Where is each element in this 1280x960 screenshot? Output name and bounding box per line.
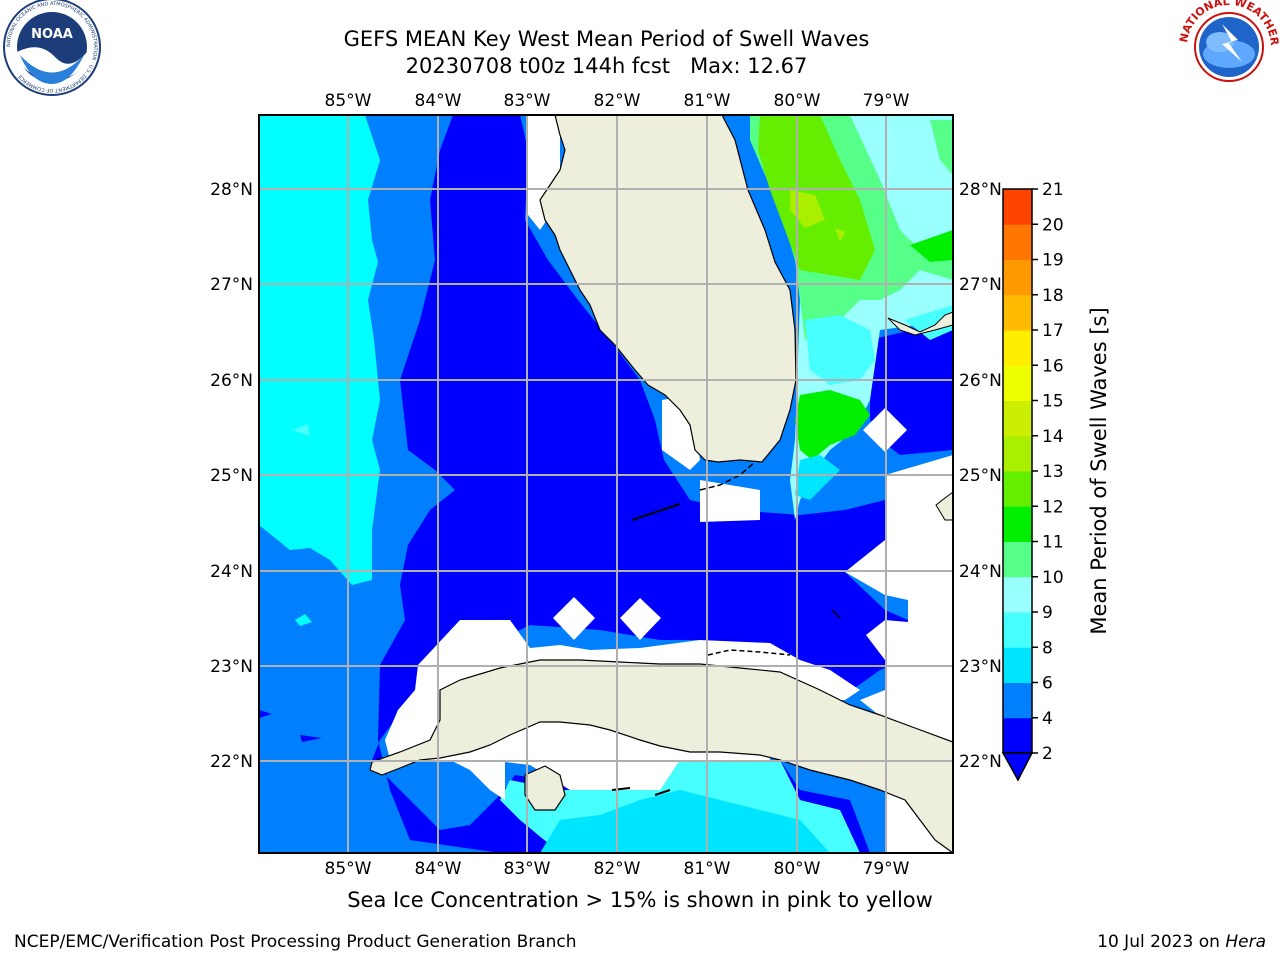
cuba-land xyxy=(369,659,953,853)
colorbar-tick-label: 20 xyxy=(1042,215,1064,235)
colorbar-cell xyxy=(1003,471,1032,507)
nws-logo: NATIONAL WEATHER SERVICE xyxy=(0,0,1280,95)
lat-label: 28°N xyxy=(959,180,1002,200)
sea-ice-note: Sea Ice Concentration > 15% is shown in … xyxy=(347,888,933,912)
lon-label: 80°W xyxy=(774,91,821,111)
lon-label: 82°W xyxy=(594,91,641,111)
lon-label: 83°W xyxy=(504,859,551,879)
title-line-1: GEFS MEAN Key West Mean Period of Swell … xyxy=(343,27,870,51)
colorbar-label: Mean Period of Swell Waves [s] xyxy=(1087,307,1111,634)
lon-label: 79°W xyxy=(863,91,910,111)
colorbar-extend-arrow xyxy=(1001,752,1034,782)
noaa-logo-text: NOAA xyxy=(31,27,73,42)
lon-label: 85°W xyxy=(325,859,372,879)
colorbar-tick-label: 21 xyxy=(1042,180,1064,200)
map-frame xyxy=(258,114,954,854)
colorbar-cell xyxy=(1003,541,1032,578)
colorbar-tick-label: 11 xyxy=(1042,533,1064,553)
lat-labels-left: 28°N 27°N 26°N 25°N 24°N 23°N 22°N xyxy=(210,180,253,772)
colorbar-cell xyxy=(1003,400,1032,437)
colorbar-tick-label: 19 xyxy=(1042,251,1064,271)
colorbar-tick-label: 12 xyxy=(1042,497,1064,517)
graticule xyxy=(259,115,953,853)
nws-ring-text: NATIONAL WEATHER SERVICE xyxy=(0,0,1280,47)
noaa-logo: NOAA NATIONAL OCEANIC AND ATMOSPHERIC AD… xyxy=(3,0,101,96)
lon-labels-bottom: 85°W 84°W 83°W 82°W 81°W 80°W 79°W xyxy=(325,859,910,879)
land xyxy=(369,115,953,853)
lon-label: 83°W xyxy=(504,91,551,111)
contour-0-2s-central xyxy=(372,115,908,853)
contour-10-12s-north xyxy=(758,115,875,280)
colorbar-tick-label: 15 xyxy=(1042,392,1064,412)
colorbar-tick-label: 9 xyxy=(1042,603,1053,623)
colorbar-tick-label: 13 xyxy=(1042,462,1064,482)
colorbar-cell xyxy=(1003,506,1032,542)
lat-label: 24°N xyxy=(210,562,253,582)
colorbar-tick-label: 14 xyxy=(1042,427,1064,447)
lat-label: 24°N xyxy=(959,562,1002,582)
colorbar-cell xyxy=(1003,189,1032,225)
footer-host: Hera xyxy=(1225,932,1266,952)
lat-label: 26°N xyxy=(210,371,253,391)
lat-label: 23°N xyxy=(210,657,253,677)
contour-4-6s-west xyxy=(259,115,380,585)
colorbar: 2 4 6 8 9 10 11 12 13 14 15 16 17 18 19 20 21 Mean Perio… xyxy=(1001,180,1111,782)
lon-label: 81°W xyxy=(684,91,731,111)
lon-label: 85°W xyxy=(325,91,372,111)
colorbar-tick-label: 17 xyxy=(1042,321,1064,341)
colorbar-cell xyxy=(1003,330,1032,366)
lat-label: 22°N xyxy=(959,752,1002,772)
florida-land xyxy=(539,115,797,463)
colorbar-tick-label: 2 xyxy=(1042,744,1053,764)
lat-label: 25°N xyxy=(959,466,1002,486)
lon-label: 80°W xyxy=(774,859,821,879)
lon-labels-top: 85°W 84°W 83°W 82°W 81°W 80°W 79°W xyxy=(325,91,910,111)
colorbar-cell xyxy=(1003,576,1032,613)
colorbar-tick-label: 8 xyxy=(1042,638,1053,658)
colorbar-cell xyxy=(1003,682,1032,719)
lat-label: 22°N xyxy=(210,752,253,772)
title-line-2: 20230708 t00z 144h fcst Max: 12.67 xyxy=(405,54,808,78)
colorbar-cell xyxy=(1003,717,1032,754)
mask-diamond-1 xyxy=(553,597,595,640)
lon-label: 81°W xyxy=(684,859,731,879)
footer-date-text: 10 Jul 2023 on xyxy=(1097,932,1226,952)
colorbar-tick-label: 4 xyxy=(1042,709,1053,729)
lat-label: 27°N xyxy=(210,275,253,295)
lat-label: 27°N xyxy=(959,275,1002,295)
colorbar-tick-label: 18 xyxy=(1042,286,1064,306)
contour-10-11s-keys xyxy=(795,390,870,460)
colorbar-cell xyxy=(1003,365,1032,401)
colorbar-tick-label: 6 xyxy=(1042,674,1053,694)
lat-label: 26°N xyxy=(959,371,1002,391)
colorbar-cell xyxy=(1003,294,1032,331)
colorbar-cell xyxy=(1003,259,1032,296)
colorbar-tick-label: 16 xyxy=(1042,356,1064,376)
chart-title: GEFS MEAN Key West Mean Period of Swell … xyxy=(0,26,1213,80)
colorbar-cell xyxy=(1003,647,1032,683)
colorbar-cell xyxy=(1003,435,1032,472)
footer-credit: NCEP/EMC/Verification Post Processing Pr… xyxy=(14,932,577,952)
lon-label: 84°W xyxy=(415,91,462,111)
lat-label: 23°N xyxy=(959,657,1002,677)
svg-text:NATIONAL WEATHER SERVICE: NATIONAL WEATHER SERVICE xyxy=(0,0,1280,47)
mask-diamond-2 xyxy=(620,598,661,640)
lat-label: 28°N xyxy=(210,180,253,200)
colorbar-cell xyxy=(1003,612,1032,648)
footer-date: 10 Jul 2023 on Hera xyxy=(1097,932,1266,952)
lat-labels-right: 28°N 27°N 26°N 25°N 24°N 23°N 22°N xyxy=(959,180,1002,772)
lon-label: 84°W xyxy=(415,859,462,879)
lon-label: 82°W xyxy=(594,859,641,879)
lat-label: 25°N xyxy=(210,466,253,486)
colorbar-cell xyxy=(1003,224,1032,260)
colorbar-tick-label: 10 xyxy=(1042,568,1064,588)
lon-label: 79°W xyxy=(863,859,910,879)
